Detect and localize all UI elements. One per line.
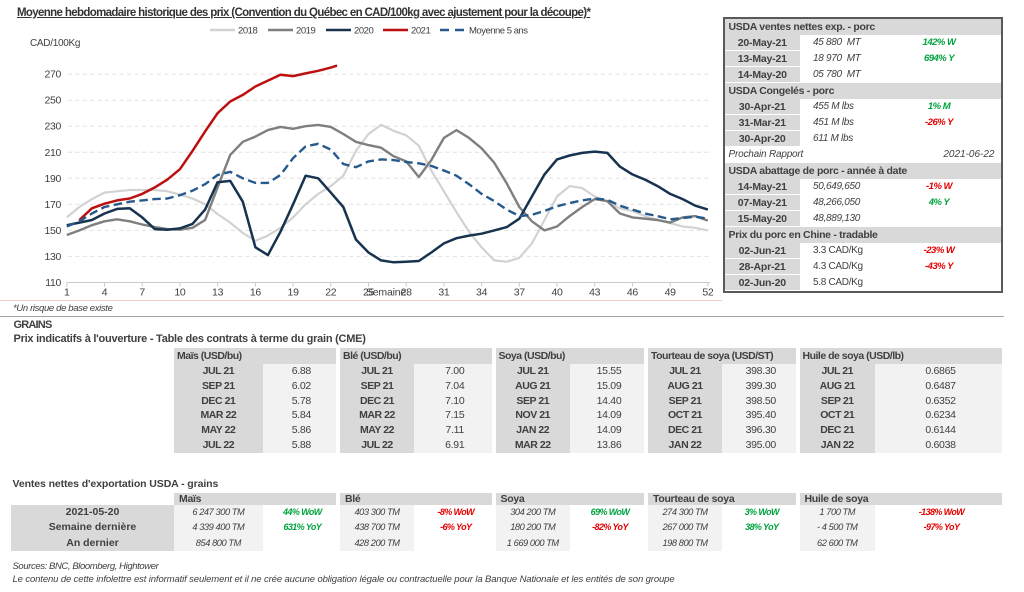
svg-text:10: 10 [174, 287, 186, 299]
svg-text:Moyenne 5 ans: Moyenne 5 ans [469, 26, 528, 37]
svg-text:150: 150 [45, 225, 62, 237]
svg-text:230: 230 [45, 121, 62, 133]
svg-text:110: 110 [45, 277, 61, 289]
svg-text:170: 170 [45, 199, 62, 211]
svg-text:2018: 2018 [238, 26, 258, 37]
svg-text:2019: 2019 [296, 26, 316, 37]
svg-text:270: 270 [45, 69, 62, 81]
svg-text:25: 25 [363, 287, 375, 299]
svg-text:34: 34 [476, 287, 488, 299]
svg-text:40: 40 [551, 287, 563, 299]
svg-text:13: 13 [212, 287, 224, 299]
svg-text:49: 49 [665, 287, 677, 299]
svg-text:2021: 2021 [411, 26, 431, 37]
svg-text:22: 22 [325, 287, 337, 299]
svg-text:1: 1 [64, 287, 70, 299]
svg-text:7: 7 [139, 287, 145, 299]
svg-text:210: 210 [45, 147, 62, 159]
svg-text:250: 250 [45, 95, 62, 107]
svg-text:37: 37 [514, 287, 526, 299]
svg-text:2020: 2020 [354, 26, 374, 37]
svg-text:130: 130 [45, 251, 62, 263]
svg-text:46: 46 [627, 287, 639, 299]
svg-text:52: 52 [702, 287, 714, 299]
svg-text:19: 19 [288, 287, 300, 299]
svg-text:16: 16 [250, 287, 262, 299]
svg-text:43: 43 [589, 287, 601, 299]
svg-text:Semaine: Semaine [366, 287, 406, 299]
svg-text:CAD/100Kg: CAD/100Kg [30, 38, 80, 49]
svg-text:4: 4 [102, 287, 108, 299]
svg-text:31: 31 [438, 287, 450, 299]
svg-text:190: 190 [45, 173, 62, 185]
svg-text:28: 28 [401, 287, 413, 299]
